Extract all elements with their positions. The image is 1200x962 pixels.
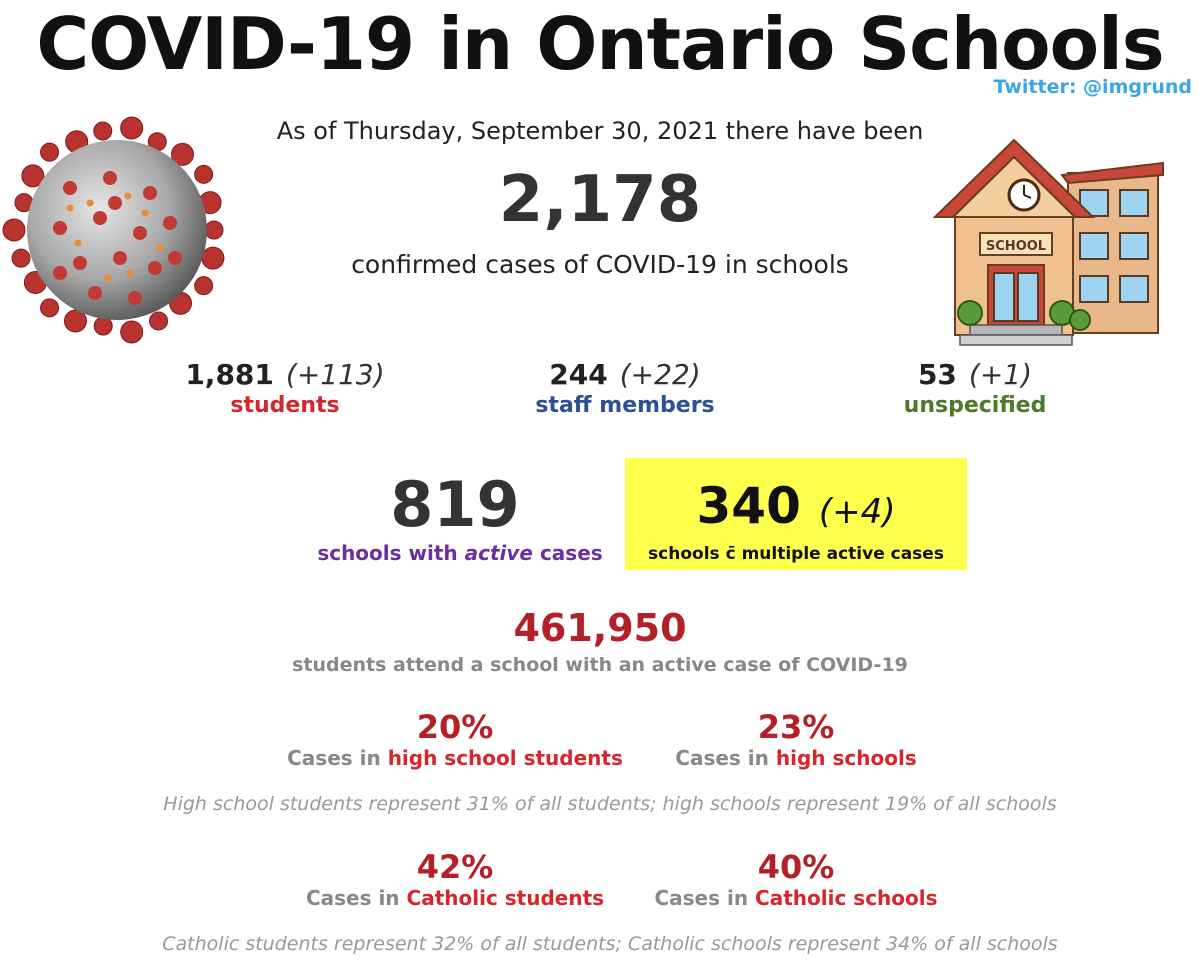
virus-dot-shape <box>124 192 132 200</box>
students-attending-label: students attend a school with an active … <box>292 654 908 676</box>
cath-schools-highlight: Catholic schools <box>755 886 938 910</box>
virus-spike-shape <box>93 316 113 336</box>
virus-spike-shape <box>2 218 26 242</box>
virus-spike-shape <box>170 142 194 166</box>
unspecified-label: unspecified <box>903 393 1047 418</box>
twitter-credit: Twitter: @imgrund <box>993 76 1192 98</box>
page-title: COVID-19 in Ontario Schools <box>36 2 1164 86</box>
multiple-cases-label: schools c̄ multiple active cases <box>648 544 944 564</box>
virus-protein-shape <box>163 216 177 230</box>
multiple-cases-highlight-box: 340 (+4) schools c̄ multiple active cases <box>625 458 967 570</box>
cath-schools-prefix: Cases in <box>654 886 756 910</box>
catholic-schools-stat: 40% Cases in Catholic schools <box>596 848 996 910</box>
high-schools-label: Cases in high schools <box>596 746 996 770</box>
virus-protein-shape <box>88 286 102 300</box>
high-school-students-label: Cases in high school students <box>255 746 655 770</box>
catholic-schools-pct: 40% <box>757 848 835 886</box>
virus-protein-shape <box>148 261 162 275</box>
virus-spike-shape <box>194 164 214 184</box>
schools-active-label-pre: schools with <box>317 541 465 565</box>
virus-protein-shape <box>73 256 87 270</box>
virus-protein-shape <box>93 211 107 225</box>
schools-active-value: 819 <box>390 468 520 541</box>
students-attending-value: 461,950 <box>513 606 687 650</box>
students-stat: 1,881 (+113) students <box>135 358 435 418</box>
staff-stat: 244 (+22) staff members <box>475 358 775 418</box>
unspecified-stat: 53 (+1) unspecified <box>825 358 1125 418</box>
virus-protein-shape <box>143 186 157 200</box>
cath-students-prefix: Cases in <box>305 886 407 910</box>
school-building-illustration: SCHOOL <box>930 135 1165 350</box>
virus-dot-shape <box>86 199 94 207</box>
total-cases-label: confirmed cases of COVID-19 in schools <box>351 250 849 279</box>
virus-protein-shape <box>103 171 117 185</box>
hs-schools-prefix: Cases in <box>675 746 776 770</box>
multiple-cases-value-row: 340 (+4) <box>625 478 967 540</box>
students-count: 1,881 <box>185 358 274 391</box>
virus-dot-shape <box>104 274 112 282</box>
svg-text:SCHOOL: SCHOOL <box>986 239 1046 254</box>
virus-dot-shape <box>66 204 74 212</box>
staff-count: 244 <box>549 358 608 391</box>
catholic-students-stat: 42% Cases in Catholic students <box>255 848 655 910</box>
virus-dot-shape <box>156 244 164 252</box>
multiple-cases-delta: (+4) <box>818 492 896 532</box>
virus-protein-shape <box>133 226 147 240</box>
multiple-cases-value: 340 <box>696 477 801 535</box>
total-cases-value: 2,178 <box>498 163 702 237</box>
virus-spike-shape <box>11 248 31 268</box>
students-label: students <box>230 393 340 418</box>
virus-spike-shape <box>40 142 60 162</box>
schools-active-label-em: active <box>464 541 533 565</box>
schools-active-label: schools with active cases <box>300 541 620 565</box>
virus-protein-shape <box>108 196 122 210</box>
virus-spike-shape <box>63 309 87 333</box>
coronavirus-illustration <box>0 108 235 353</box>
students-delta: (+113) <box>285 358 385 391</box>
staff-label: staff members <box>535 393 715 418</box>
high-schools-stat: 23% Cases in high schools <box>596 708 996 770</box>
schools-active-label-post: cases <box>532 541 603 565</box>
unspecified-delta: (+1) <box>968 358 1033 391</box>
virus-spike-shape <box>194 276 214 296</box>
cath-students-highlight: Catholic students <box>406 886 605 910</box>
virus-spike-shape <box>21 164 45 188</box>
virus-spike-shape <box>40 298 60 318</box>
catholic-students-pct: 42% <box>416 848 494 886</box>
high-school-note: High school students represent 31% of al… <box>163 793 1057 815</box>
as-of-text: As of Thursday, September 30, 2021 there… <box>276 117 924 145</box>
virus-spike-shape <box>149 311 169 331</box>
virus-spike-shape <box>120 116 144 140</box>
virus-spike-shape <box>120 320 144 344</box>
high-school-students-pct: 20% <box>416 708 494 746</box>
virus-protein-shape <box>53 221 67 235</box>
virus-dot-shape <box>126 269 134 277</box>
catholic-schools-label: Cases in Catholic schools <box>596 886 996 910</box>
virus-protein-shape <box>168 251 182 265</box>
virus-spike-shape <box>93 121 113 141</box>
hs-students-highlight: high school students <box>387 746 623 770</box>
virus-protein-shape <box>53 266 67 280</box>
high-school-students-stat: 20% Cases in high school students <box>255 708 655 770</box>
virus-protein-shape <box>63 181 77 195</box>
catholic-students-label: Cases in Catholic students <box>255 886 655 910</box>
unspecified-count: 53 <box>917 358 957 391</box>
high-schools-pct: 23% <box>757 708 835 746</box>
hs-students-prefix: Cases in <box>287 746 388 770</box>
virus-protein-shape <box>113 251 127 265</box>
virus-dot-shape <box>141 209 149 217</box>
catholic-note: Catholic students represent 32% of all s… <box>162 933 1058 955</box>
virus-spike-shape <box>201 246 225 270</box>
staff-delta: (+22) <box>619 358 701 391</box>
virus-spike-shape <box>204 220 224 240</box>
virus-protein-shape <box>128 291 142 305</box>
hs-schools-highlight: high schools <box>775 746 917 770</box>
virus-dot-shape <box>74 239 82 247</box>
